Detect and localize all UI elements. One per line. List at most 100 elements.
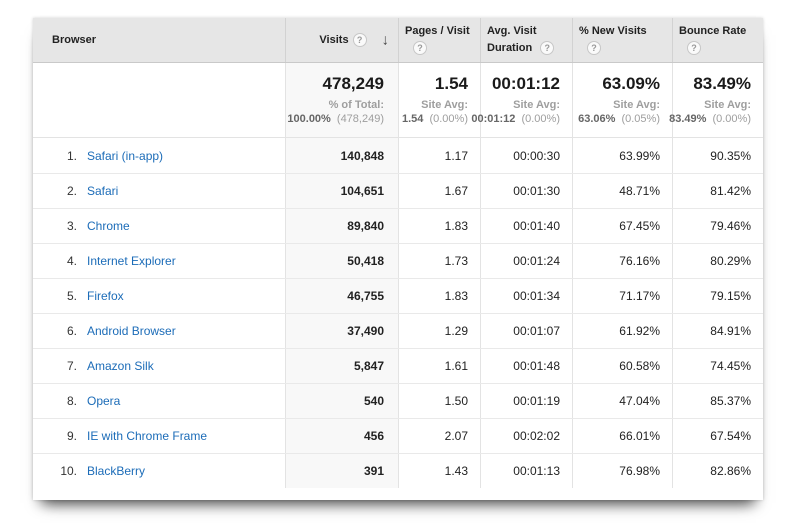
summary-pct-new-visits-cell: 63.09% Site Avg: 63.06% (0.05%) (572, 63, 672, 137)
avg-visit-duration-value: 00:01:19 (480, 384, 572, 418)
col-header-browser-label: Browser (52, 33, 97, 46)
bounce-rate-caption: Site Avg: (704, 99, 751, 111)
row-rank: 5. (66, 289, 77, 303)
col-header-bounce-rate-label: Bounce Rate (679, 25, 747, 37)
avg-visit-duration-value: 00:01:40 (480, 209, 572, 243)
avg-visit-duration-delta: (0.00%) (521, 113, 560, 125)
bounce-rate-value: 85.37% (672, 384, 763, 418)
pct-new-visits-value: 63.99% (572, 138, 672, 173)
browser-metrics-table: Browser Visits ? ↓ Pages / Visit ? Avg. … (33, 18, 763, 500)
visits-value: 89,840 (285, 209, 398, 243)
avg-visit-duration-site-avg: 00:01:12 (471, 113, 516, 125)
avg-visit-duration-value: 00:01:34 (480, 279, 572, 313)
avg-visit-duration-value: 00:01:24 (480, 244, 572, 278)
pct-new-visits-value: 47.04% (572, 384, 672, 418)
pages-visit-total: 1.54 (434, 74, 468, 93)
visits-total-pct: 100.00% (287, 113, 331, 125)
visits-value: 456 (285, 419, 398, 453)
pages-visit-value: 1.83 (398, 209, 480, 243)
col-header-bounce-rate[interactable]: Bounce Rate ? (672, 18, 763, 62)
row-rank: 10. (60, 464, 77, 478)
col-header-browser[interactable]: Browser (33, 18, 285, 62)
browser-link[interactable]: Chrome (87, 219, 130, 233)
browser-link[interactable]: BlackBerry (87, 464, 146, 478)
help-icon[interactable]: ? (587, 41, 601, 55)
bounce-rate-value: 67.54% (672, 419, 763, 453)
pct-new-visits-value: 48.71% (572, 174, 672, 208)
bounce-rate-value: 90.35% (672, 138, 763, 173)
avg-visit-duration-value: 00:00:30 (480, 138, 572, 173)
pct-new-visits-value: 76.98% (572, 454, 672, 488)
bounce-rate-value: 79.15% (672, 279, 763, 313)
browser-cell: 2. Safari (33, 174, 285, 208)
bounce-rate-value: 81.42% (672, 174, 763, 208)
visits-value: 540 (285, 384, 398, 418)
browser-cell: 10. BlackBerry (33, 454, 285, 488)
browser-link[interactable]: Firefox (87, 289, 124, 303)
pct-new-visits-site-avg: 63.06% (578, 113, 616, 125)
visits-total-caption: % of Total: (328, 99, 384, 111)
pct-new-visits-caption: Site Avg: (613, 99, 660, 111)
browser-link[interactable]: Opera (87, 394, 121, 408)
bounce-rate-value: 84.91% (672, 314, 763, 348)
browser-link[interactable]: Safari (87, 184, 119, 198)
summary-bounce-rate-cell: 83.49% Site Avg: 83.49% (0.00%) (669, 63, 763, 137)
browser-link[interactable]: Internet Explorer (87, 254, 176, 268)
browser-cell: 9. IE with Chrome Frame (33, 419, 285, 453)
pct-new-visits-delta: (0.05%) (621, 113, 660, 125)
table-row: 10. BlackBerry 391 1.43 00:01:13 76.98% … (33, 453, 763, 488)
pct-new-visits-value: 60.58% (572, 349, 672, 383)
pages-visit-value: 1.73 (398, 244, 480, 278)
row-rank: 2. (66, 184, 77, 198)
browser-cell: 5. Firefox (33, 279, 285, 313)
pct-new-visits-total: 63.09% (602, 74, 660, 93)
browser-link[interactable]: Android Browser (87, 324, 176, 338)
table-row: 4. Internet Explorer 50,418 1.73 00:01:2… (33, 243, 763, 278)
visits-value: 391 (285, 454, 398, 488)
browser-link[interactable]: Amazon Silk (87, 359, 154, 373)
table-row: 3. Chrome 89,840 1.83 00:01:40 67.45% 79… (33, 208, 763, 243)
browser-link[interactable]: Safari (in-app) (87, 148, 164, 163)
row-rank: 6. (66, 324, 77, 338)
col-header-avg-visit-duration[interactable]: Avg. Visit Duration ? (480, 18, 572, 62)
visits-value: 37,490 (285, 314, 398, 348)
pct-new-visits-value: 67.45% (572, 209, 672, 243)
visits-value: 104,651 (285, 174, 398, 208)
visits-total-note: (478,249) (336, 113, 384, 125)
table-row: 5. Firefox 46,755 1.83 00:01:34 71.17% 7… (33, 278, 763, 313)
col-header-pages-visit[interactable]: Pages / Visit ? (398, 18, 480, 62)
bounce-rate-site-avg: 83.49% (669, 113, 707, 125)
browser-cell: 3. Chrome (33, 209, 285, 243)
col-header-visits[interactable]: Visits ? ↓ (285, 18, 398, 62)
avg-visit-duration-value: 00:01:30 (480, 174, 572, 208)
table-row: 8. Opera 540 1.50 00:01:19 47.04% 85.37% (33, 383, 763, 418)
pct-new-visits-value: 61.92% (572, 314, 672, 348)
table-row: 1. Safari (in-app) 140,848 1.17 00:00:30… (33, 138, 763, 173)
pct-new-visits-value: 66.01% (572, 419, 672, 453)
table-row: 9. IE with Chrome Frame 456 2.07 00:02:0… (33, 418, 763, 453)
pct-new-visits-value: 71.17% (572, 279, 672, 313)
row-rank: 7. (66, 359, 77, 373)
col-header-avg-visit-duration-label: Avg. Visit (487, 25, 537, 37)
pages-visit-value: 1.29 (398, 314, 480, 348)
browser-link[interactable]: IE with Chrome Frame (87, 429, 208, 443)
pct-new-visits-value: 76.16% (572, 244, 672, 278)
help-icon[interactable]: ? (687, 41, 701, 55)
help-icon[interactable]: ? (540, 41, 555, 55)
col-header-pages-visit-label: Pages / Visit (405, 25, 470, 37)
table-row: 7. Amazon Silk 5,847 1.61 00:01:48 60.58… (33, 348, 763, 383)
row-rank: 4. (66, 254, 77, 268)
col-header-avg-visit-duration-label2: Duration (487, 41, 533, 54)
help-icon[interactable]: ? (352, 33, 367, 47)
browser-cell: 1. Safari (in-app) (33, 138, 285, 173)
bounce-rate-value: 82.86% (672, 454, 763, 488)
col-header-pct-new-visits[interactable]: % New Visits ? (572, 18, 672, 62)
browser-cell: 6. Android Browser (33, 314, 285, 348)
help-icon[interactable]: ? (413, 41, 427, 55)
row-rank: 8. (66, 394, 77, 408)
pages-visit-caption: Site Avg: (421, 99, 468, 111)
table-row: 6. Android Browser 37,490 1.29 00:01:07 … (33, 313, 763, 348)
bounce-rate-value: 74.45% (672, 349, 763, 383)
browser-cell: 7. Amazon Silk (33, 349, 285, 383)
visits-value: 140,848 (285, 138, 398, 173)
